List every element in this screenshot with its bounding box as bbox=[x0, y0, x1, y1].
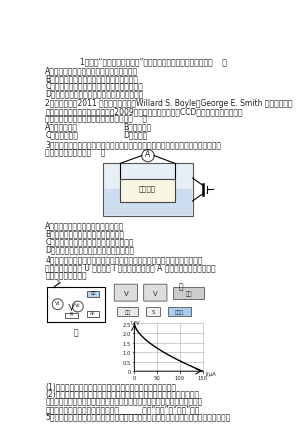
Text: 5．某学生为了测量一个物体的温度，找到一个力电转换传感器，该传感器的输出电压正比: 5．某学生为了测量一个物体的温度，找到一个力电转换传感器，该传感器的输出电压正比 bbox=[45, 413, 230, 422]
Text: 光电池: 光电池 bbox=[175, 310, 184, 315]
Text: B．热敏电阳: B．热敏电阳 bbox=[123, 123, 151, 131]
Text: 光电池的路端电压 U 与总电流 I 之间的关系，图中 A 处为已知定値电阳，电压: 光电池的路端电压 U 与总电流 I 之间的关系，图中 A 处为已知定値电阳，电压 bbox=[45, 263, 216, 272]
Bar bbox=[104, 189, 192, 215]
Text: 信号转化为电信号的感光元件而获2009年度诺贝尔物理学奖，CCD是将光学量转变成电学: 信号转化为电信号的感光元件而获2009年度诺贝尔物理学奖，CCD是将光学量转变成… bbox=[45, 107, 243, 116]
Text: 100: 100 bbox=[175, 376, 185, 381]
Text: C．半导体材料温度升高时，导电性能变弱: C．半导体材料温度升高时，导电性能变弱 bbox=[45, 237, 134, 246]
Text: C．滑动变阳器: C．滑动变阳器 bbox=[45, 130, 78, 139]
Text: I/μA: I/μA bbox=[206, 372, 216, 377]
Text: (2)该同学给光电池一定的光照强度，通过改变滑动变阳器来改变电路的电: (2)该同学给光电池一定的光照强度，通过改变滑动变阳器来改变电路的电 bbox=[45, 390, 200, 399]
Text: A．热敏电阳在温度增加时，电阳增大: A．热敏电阳在温度增加时，电阳增大 bbox=[45, 222, 124, 231]
Text: S: S bbox=[57, 279, 60, 285]
Text: D．光敏电阳的电阳値随其受光照的增强而减小: D．光敏电阳的电阳値随其受光照的增强而减小 bbox=[45, 89, 144, 98]
Text: 0.5: 0.5 bbox=[123, 361, 131, 366]
Circle shape bbox=[142, 149, 154, 162]
Bar bbox=[87, 291, 99, 297]
Text: (1)请根据图甲，用实线将图乙中的实验器材连接成实验电路。: (1)请根据图甲，用实线将图乙中的实验器材连接成实验电路。 bbox=[45, 382, 176, 391]
Bar bbox=[103, 163, 193, 216]
Text: A．发光二极管: A．发光二极管 bbox=[45, 123, 78, 131]
Text: B．热敏电阳在温度增加时，电阳减小: B．热敏电阳在温度增加时，电阳减小 bbox=[45, 229, 124, 239]
Text: 甲: 甲 bbox=[74, 328, 78, 337]
Text: 光电: 光电 bbox=[90, 291, 95, 296]
Circle shape bbox=[52, 299, 63, 310]
Text: 50: 50 bbox=[154, 376, 160, 381]
Text: 流，从而得到两个电压表读数和开关断开时的路端电压，根据图线可以反映出: 流，从而得到两个电压表读数和开关断开时的路端电压，根据图线可以反映出 bbox=[45, 397, 202, 406]
Bar bbox=[87, 311, 99, 317]
Bar bbox=[65, 312, 78, 318]
Text: 4．硅光电池是一种可将光能转换为电能的器件，某同学按图甲所示电路探究: 4．硅光电池是一种可将光能转换为电能的器件，某同学按图甲所示电路探究 bbox=[45, 256, 203, 265]
Text: 量的传感器，下列器件可作为传感器的有（    ）: 量的传感器，下列器件可作为传感器的有（ ） bbox=[45, 115, 147, 124]
Text: 1．根据“传感器的简单应用”的实验事实，下列判断正确的是（    ）: 1．根据“传感器的简单应用”的实验事实，下列判断正确的是（ ） bbox=[80, 58, 227, 67]
Text: 滑变: 滑变 bbox=[124, 310, 130, 315]
Text: 3．（福建）如图所示的电路中，当半导体材料制成的热敏电阳接触到热水时，电流表: 3．（福建）如图所示的电路中，当半导体材料制成的热敏电阳接触到热水时，电流表 bbox=[45, 140, 221, 149]
Text: A₀: A₀ bbox=[90, 310, 96, 315]
Text: 2.0: 2.0 bbox=[123, 332, 131, 337]
FancyBboxPatch shape bbox=[144, 284, 167, 301]
Text: V₁: V₁ bbox=[55, 301, 61, 306]
Circle shape bbox=[72, 301, 83, 312]
Bar bbox=[120, 179, 175, 202]
Text: A．热敏电阳的电阳値随其温度的升高而增大: A．热敏电阳的电阳値随其温度的升高而增大 bbox=[45, 66, 138, 75]
Bar bbox=[173, 287, 204, 299]
Text: 示数将增大，则说明（    ）: 示数将增大，则说明（ ） bbox=[45, 148, 106, 157]
Text: B．热敏电阳的电阳値随其温度的升高而减小: B．热敏电阳的电阳値随其温度的升高而减小 bbox=[45, 74, 138, 83]
Text: D．干电池: D．干电池 bbox=[123, 130, 147, 139]
Text: 1.0: 1.0 bbox=[123, 351, 131, 356]
Bar bbox=[168, 307, 191, 316]
FancyBboxPatch shape bbox=[114, 284, 137, 301]
Text: S: S bbox=[151, 310, 155, 315]
Text: 2．（福建）（2011·江苏）美国科学家Willard S. Boyle与George E. Smith 因发明能将光: 2．（福建）（2011·江苏）美国科学家Willard S. Boyle与Geo… bbox=[45, 99, 293, 109]
Text: V: V bbox=[153, 291, 158, 297]
Text: V: V bbox=[124, 291, 128, 297]
Bar bbox=[116, 307, 138, 316]
Text: 1.5: 1.5 bbox=[123, 342, 131, 347]
Text: A: A bbox=[145, 150, 151, 159]
Text: 150: 150 bbox=[197, 376, 208, 381]
Bar bbox=[146, 307, 160, 316]
Text: D．半导体材料温度升高时，导电性能变强: D．半导体材料温度升高时，导电性能变强 bbox=[45, 245, 134, 254]
Text: V₂: V₂ bbox=[75, 303, 81, 308]
Text: 电源: 电源 bbox=[185, 291, 192, 297]
Text: 乙: 乙 bbox=[178, 282, 183, 291]
Text: 光电池的内电阳随电路电流的增大而______（填“增大”或“减小”）。: 光电池的内电阳随电路电流的增大而______（填“增大”或“减小”）。 bbox=[45, 405, 200, 414]
Text: U/V: U/V bbox=[130, 321, 140, 325]
Text: 0: 0 bbox=[128, 371, 131, 375]
Text: R: R bbox=[70, 312, 73, 317]
Text: 2.5: 2.5 bbox=[123, 323, 131, 328]
Text: 热敏电阳: 热敏电阳 bbox=[139, 185, 156, 192]
Text: 0: 0 bbox=[133, 376, 136, 381]
Text: 表视为理想电压表。: 表视为理想电压表。 bbox=[45, 271, 87, 280]
Text: C．光敏电阳的电阳値随其受光照的增强而增大: C．光敏电阳的电阳値随其受光照的增强而增大 bbox=[45, 82, 143, 91]
